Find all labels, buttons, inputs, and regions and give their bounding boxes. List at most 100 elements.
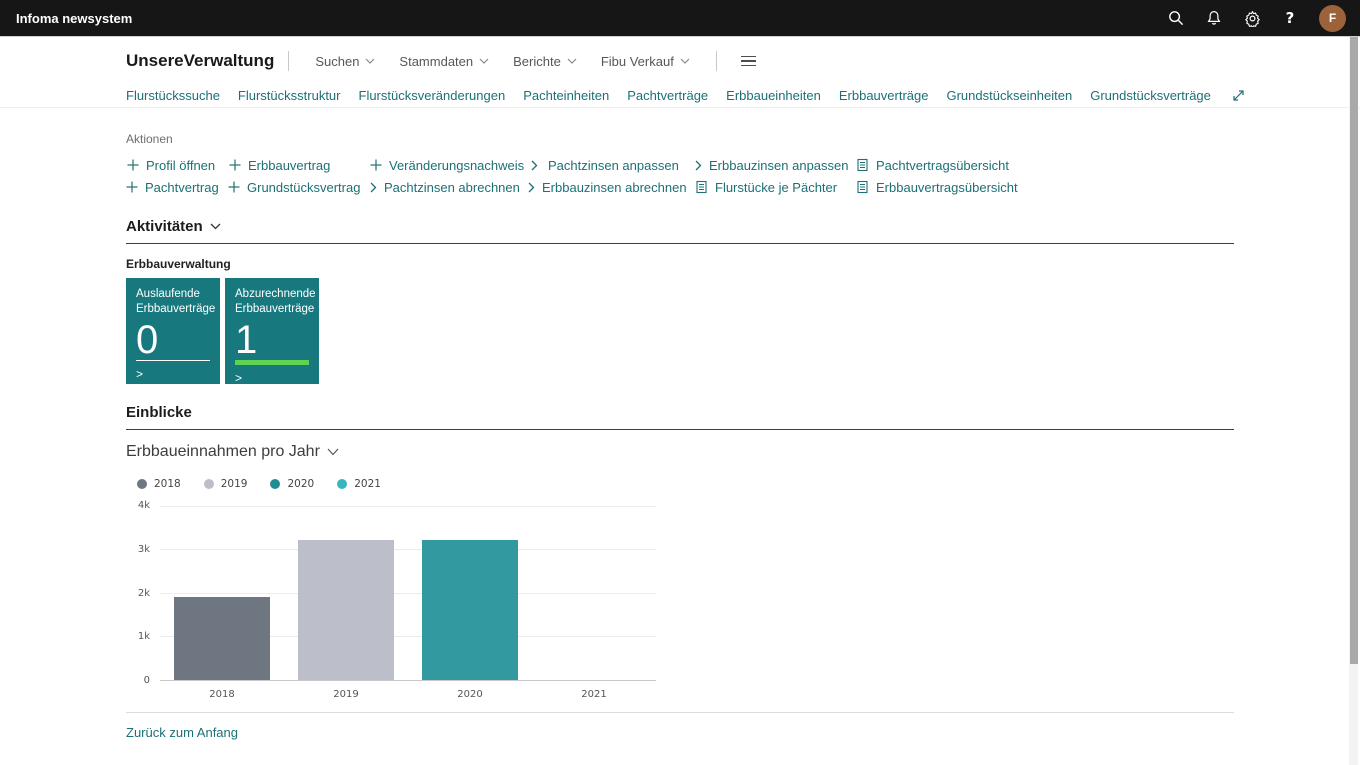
report-icon xyxy=(696,180,707,194)
chevron-right-icon xyxy=(531,160,538,170)
expand-diagonal-icon[interactable] xyxy=(1229,86,1248,105)
nav-menus: Suchen Stammdaten Berichte Fibu Verkauf xyxy=(303,50,702,73)
menu-berichte[interactable]: Berichte xyxy=(501,50,589,73)
app-name[interactable]: Infoma newsystem xyxy=(16,10,133,26)
bar-2020[interactable] xyxy=(422,539,518,680)
tile-value: 0 xyxy=(136,317,159,362)
menu-label: Suchen xyxy=(315,53,360,69)
legend-label: 2018 xyxy=(154,478,181,490)
x-tick-label: 2018 xyxy=(209,689,235,700)
chevron-icon-wrap xyxy=(370,182,377,193)
nav-link-erbbaueinheiten[interactable]: Erbbaueinheiten xyxy=(726,88,821,103)
chevron-icon-wrap xyxy=(528,182,535,193)
nav-link-flurstuckssuche[interactable]: Flurstückssuche xyxy=(126,88,220,103)
tile-label: Abzurechnende Erbbauverträge xyxy=(235,288,316,315)
help-icon[interactable]: ? xyxy=(1271,3,1309,33)
action-pachtzinsen-anpassen[interactable]: Pachtzinsen anpassen xyxy=(528,158,695,173)
plus-icon-wrap xyxy=(126,159,139,171)
notifications-icon[interactable] xyxy=(1195,3,1233,33)
gridline xyxy=(160,636,656,638)
bar-2019[interactable] xyxy=(298,540,394,680)
topbar-actions: ? F xyxy=(1157,3,1346,33)
chevron-icon-wrap xyxy=(695,160,702,171)
legend-dot xyxy=(137,479,147,489)
tile-underline xyxy=(136,359,210,361)
action-pachtvertrag[interactable]: Pachtvertrag xyxy=(126,180,228,195)
nav-link-grundstuckseinheiten[interactable]: Grundstückseinheiten xyxy=(946,88,1073,103)
action-label: Profil öffnen xyxy=(146,157,216,173)
nav-link-pachteinheiten[interactable]: Pachteinheiten xyxy=(523,88,610,103)
legend-item-2019: 2019 xyxy=(203,478,248,490)
report-icon-wrap xyxy=(695,180,708,194)
report-icon xyxy=(857,180,868,194)
nav-link-flurstucksveranderungen[interactable]: Flurstücksveränderungen xyxy=(358,88,506,103)
chart-title-dropdown[interactable]: Erbbaueinnahmen pro Jahr xyxy=(126,443,339,461)
legend-dot xyxy=(203,479,214,489)
top-bar: Infoma newsystem ? F xyxy=(0,0,1360,37)
legend-label: 2021 xyxy=(354,478,381,490)
nav-link-flurstucksstruktur[interactable]: Flurstücksstruktur xyxy=(237,88,341,103)
chart-plot-area: 2018 2019 2020 2021 xyxy=(160,506,656,700)
chevron-down-icon xyxy=(567,58,577,64)
back-to-top-link[interactable]: Zurück zum Anfang xyxy=(126,725,238,740)
menu-fibu-verkauf[interactable]: Fibu Verkauf xyxy=(589,50,702,73)
report-icon-wrap xyxy=(856,158,869,172)
menu-icon[interactable] xyxy=(731,51,766,72)
legend-label: 2019 xyxy=(220,478,248,490)
activities-heading-label: Aktivitäten xyxy=(126,218,203,235)
nav-link-pachtvertrage[interactable]: Pachtverträge xyxy=(627,88,709,103)
x-axis-line xyxy=(160,680,656,681)
legend-item-2021: 2021 xyxy=(337,478,381,490)
action-flurstucke-je-pachter[interactable]: Flurstücke je Pächter xyxy=(695,180,856,195)
nav-link-erbbauvertrage[interactable]: Erbbauverträge xyxy=(838,88,929,103)
menu-label: Fibu Verkauf xyxy=(600,53,674,69)
action-pachtvertragsubersicht[interactable]: Pachtvertragsübersicht xyxy=(856,158,1234,173)
scrollbar-thumb[interactable] xyxy=(1349,37,1358,664)
section-divider xyxy=(126,429,1234,430)
gridline xyxy=(160,506,656,507)
chart-title: Erbbaueinnahmen pro Jahr xyxy=(126,443,320,460)
gridline xyxy=(160,592,656,594)
menu-stammdaten[interactable]: Stammdaten xyxy=(387,50,501,73)
tile-abzurechnende-erbbauvertrage[interactable]: Abzurechnende Erbbauverträge 1 > xyxy=(225,278,319,384)
action-erbbauzinsen-abrechnen[interactable]: Erbbauzinsen abrechnen xyxy=(528,180,695,195)
action-label: Erbbauvertrag xyxy=(248,157,331,173)
y-tick-label: 4k xyxy=(137,500,150,511)
search-icon[interactable] xyxy=(1157,3,1195,33)
page: UnsereVerwaltung Suchen Stammdaten Bericht… xyxy=(0,37,1360,765)
plus-icon-wrap xyxy=(228,159,241,171)
activities-heading[interactable]: Aktivitäten xyxy=(126,218,221,235)
action-profil-offnen[interactable]: Profil öffnen xyxy=(126,158,228,173)
action-erbbauvertragsubersicht[interactable]: Erbbauvertragsübersicht xyxy=(856,180,1234,195)
action-erbbauvertrag[interactable]: Erbbauvertrag xyxy=(228,158,370,173)
menu-label: Berichte xyxy=(513,53,561,69)
gridline xyxy=(160,548,656,550)
action-pachtzinsen-abrechnen[interactable]: Pachtzinsen abrechnen xyxy=(370,180,528,195)
chevron-right-icon xyxy=(370,182,377,192)
bar-2018[interactable] xyxy=(174,596,270,680)
x-tick-label: 2020 xyxy=(457,689,483,700)
action-label: Erbbauzinsen anpassen xyxy=(709,157,849,173)
plus-icon-wrap xyxy=(370,159,382,171)
insights-heading-label: Einblicke xyxy=(126,404,192,421)
menu-suchen[interactable]: Suchen xyxy=(303,50,387,73)
legend-item-2020: 2020 xyxy=(270,478,314,490)
actions-grid: Profil öffnen Pachtvertrag Erbbauvertrag Gr… xyxy=(126,154,1234,198)
plus-icon-wrap xyxy=(228,181,240,193)
nav-link-grundstucksvertrage[interactable]: Grundstücksverträge xyxy=(1090,88,1211,103)
insights-heading: Einblicke xyxy=(126,404,192,421)
action-grundstucksvertrag[interactable]: Grundstücksvertrag xyxy=(228,180,370,195)
tile-auslaufende-erbbauvertrage[interactable]: Auslaufende Erbbauverträge 0 > xyxy=(126,278,220,384)
action-label: Veränderungsnachweis xyxy=(389,157,525,173)
chevron-down-icon xyxy=(479,58,489,64)
avatar[interactable]: F xyxy=(1319,4,1346,32)
action-veranderungsnachweis[interactable]: Veränderungsnachweis xyxy=(370,158,528,173)
settings-icon[interactable] xyxy=(1233,3,1271,33)
report-icon-wrap xyxy=(856,180,869,194)
plus-icon xyxy=(229,159,240,171)
scrollbar-track[interactable] xyxy=(1349,37,1358,765)
action-erbbauzinsen-anpassen[interactable]: Erbbauzinsen anpassen xyxy=(695,158,856,173)
legend-dot xyxy=(337,479,348,489)
action-label: Pachtvertragsübersicht xyxy=(876,157,1009,173)
action-label: Pachtzinsen abrechnen xyxy=(384,179,520,195)
